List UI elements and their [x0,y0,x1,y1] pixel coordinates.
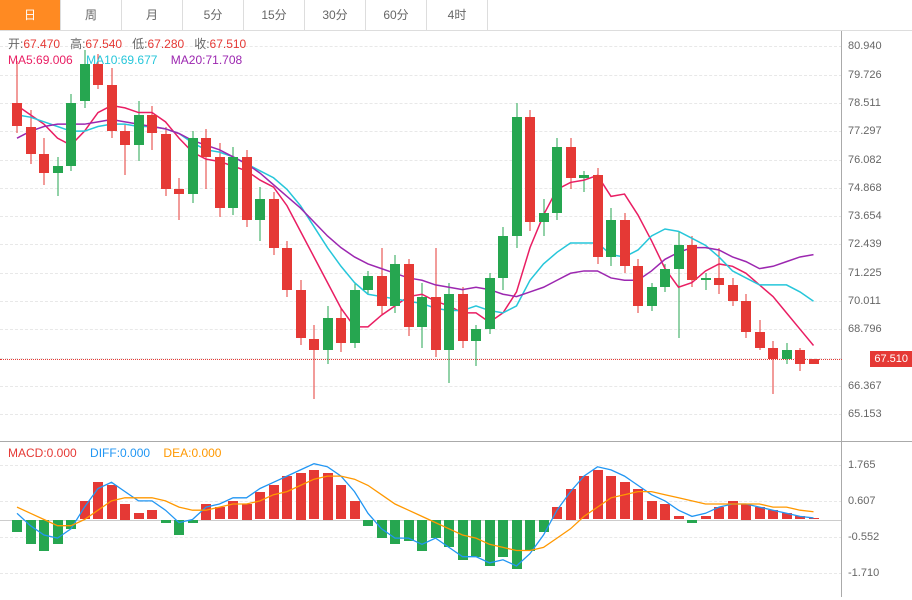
macd-bar [80,501,90,520]
macd-bar [620,482,630,519]
timeframe-tab-3[interactable]: 5分 [183,0,244,30]
macd-bar [471,520,481,557]
current-price-tag: 67.510 [870,351,912,367]
macd-bar [768,510,778,519]
ohlc-readout: 开:67.470 高:67.540 低:67.280 收:67.510 [8,35,246,52]
macd-bar [350,501,360,520]
macd-bar [647,501,657,520]
macd-axis-label: 0.607 [848,495,876,507]
macd-bar [741,504,751,520]
macd-bar [161,520,171,523]
ma-readout: MA5:69.006 MA10:69.677 MA20:71.708 [8,53,242,67]
macd-bar [242,504,252,520]
macd-bar [255,492,265,520]
price-axis-label: 72.439 [848,238,882,250]
macd-bar [309,470,319,520]
macd-bar [755,507,765,519]
macd-bar [282,476,292,519]
price-axis-label: 65.153 [848,408,882,420]
macd-axis-label: 1.765 [848,459,876,471]
price-axis-label: 71.225 [848,267,882,279]
macd-bar [539,520,549,532]
macd-bar [404,520,414,542]
macd-bar [579,476,589,519]
macd-y-axis: 1.765 0.607 -0.552 -1.710 [841,442,912,597]
macd-bar [93,482,103,519]
price-axis-label: 77.297 [848,125,882,137]
macd-chart: MACD:0.000 DIFF:0.000 DEA:0.000 1.765 0.6… [0,441,912,597]
price-chart: 开:67.470 高:67.540 低:67.280 收:67.510 MA5:… [0,31,912,441]
macd-bar [363,520,373,526]
macd-bar [120,504,130,520]
price-axis-label: 79.726 [848,69,882,81]
timeframe-tab-0[interactable]: 日 [0,0,61,30]
macd-bar [12,520,22,532]
macd-plot[interactable]: MACD:0.000 DIFF:0.000 DEA:0.000 [0,442,842,597]
macd-bar [674,516,684,519]
macd-bar [147,510,157,519]
macd-bar [390,520,400,545]
macd-bar [107,485,117,519]
macd-bar [458,520,468,560]
macd-bar [296,473,306,520]
macd-bar [174,520,184,536]
macd-bar [512,520,522,570]
macd-bar [134,513,144,519]
price-axis-label: 68.796 [848,323,882,335]
timeframe-tab-5[interactable]: 30分 [305,0,366,30]
macd-bar [525,520,535,551]
price-axis-label: 66.367 [848,380,882,392]
macd-bar [201,504,211,520]
macd-axis-label: -1.710 [848,567,879,579]
macd-bar [228,501,238,520]
price-plot[interactable]: 开:67.470 高:67.540 低:67.280 收:67.510 MA5:… [0,31,842,441]
timeframe-tab-6[interactable]: 60分 [366,0,427,30]
macd-bar [498,520,508,557]
macd-bar [485,520,495,567]
price-y-axis: 80.940 79.726 78.511 77.297 76.082 74.868 73.6… [841,31,912,441]
price-axis-label: 73.654 [848,210,882,222]
price-axis-label: 78.511 [848,97,881,109]
timeframe-tab-7[interactable]: 4时 [427,0,488,30]
macd-bar [417,520,427,551]
timeframe-tabs: 日周月5分15分30分60分4时 [0,0,912,31]
macd-bar [444,520,454,548]
macd-bar [336,485,346,519]
price-axis-label: 74.868 [848,182,882,194]
macd-bar [53,520,63,545]
macd-readout: MACD:0.000 DIFF:0.000 DEA:0.000 [8,446,221,460]
macd-bar [188,520,198,523]
macd-bar [26,520,36,545]
timeframe-tab-1[interactable]: 周 [61,0,122,30]
chart-container: { "tabs": ["日","周","月","5分","15分","30分",… [0,0,912,600]
macd-bar [323,473,333,520]
price-axis-label: 80.940 [848,40,882,52]
macd-bar [66,520,76,529]
macd-axis-label: -0.552 [848,531,879,543]
macd-bar [552,507,562,519]
price-axis-label: 70.011 [848,295,881,307]
macd-bar [215,507,225,519]
macd-bar [606,476,616,519]
macd-bar [809,518,819,520]
macd-bar [795,516,805,519]
macd-bar [714,507,724,519]
macd-bar [633,489,643,520]
macd-bar [39,520,49,551]
macd-bar [728,501,738,520]
macd-bar [566,489,576,520]
macd-bar [431,520,441,539]
macd-bar [687,520,697,523]
macd-bar [377,520,387,539]
macd-bar [593,470,603,520]
price-axis-label: 76.082 [848,154,882,166]
macd-bar [782,513,792,519]
timeframe-tab-4[interactable]: 15分 [244,0,305,30]
macd-bar [701,516,711,519]
macd-bar [660,504,670,520]
macd-bar [269,485,279,519]
timeframe-tab-2[interactable]: 月 [122,0,183,30]
